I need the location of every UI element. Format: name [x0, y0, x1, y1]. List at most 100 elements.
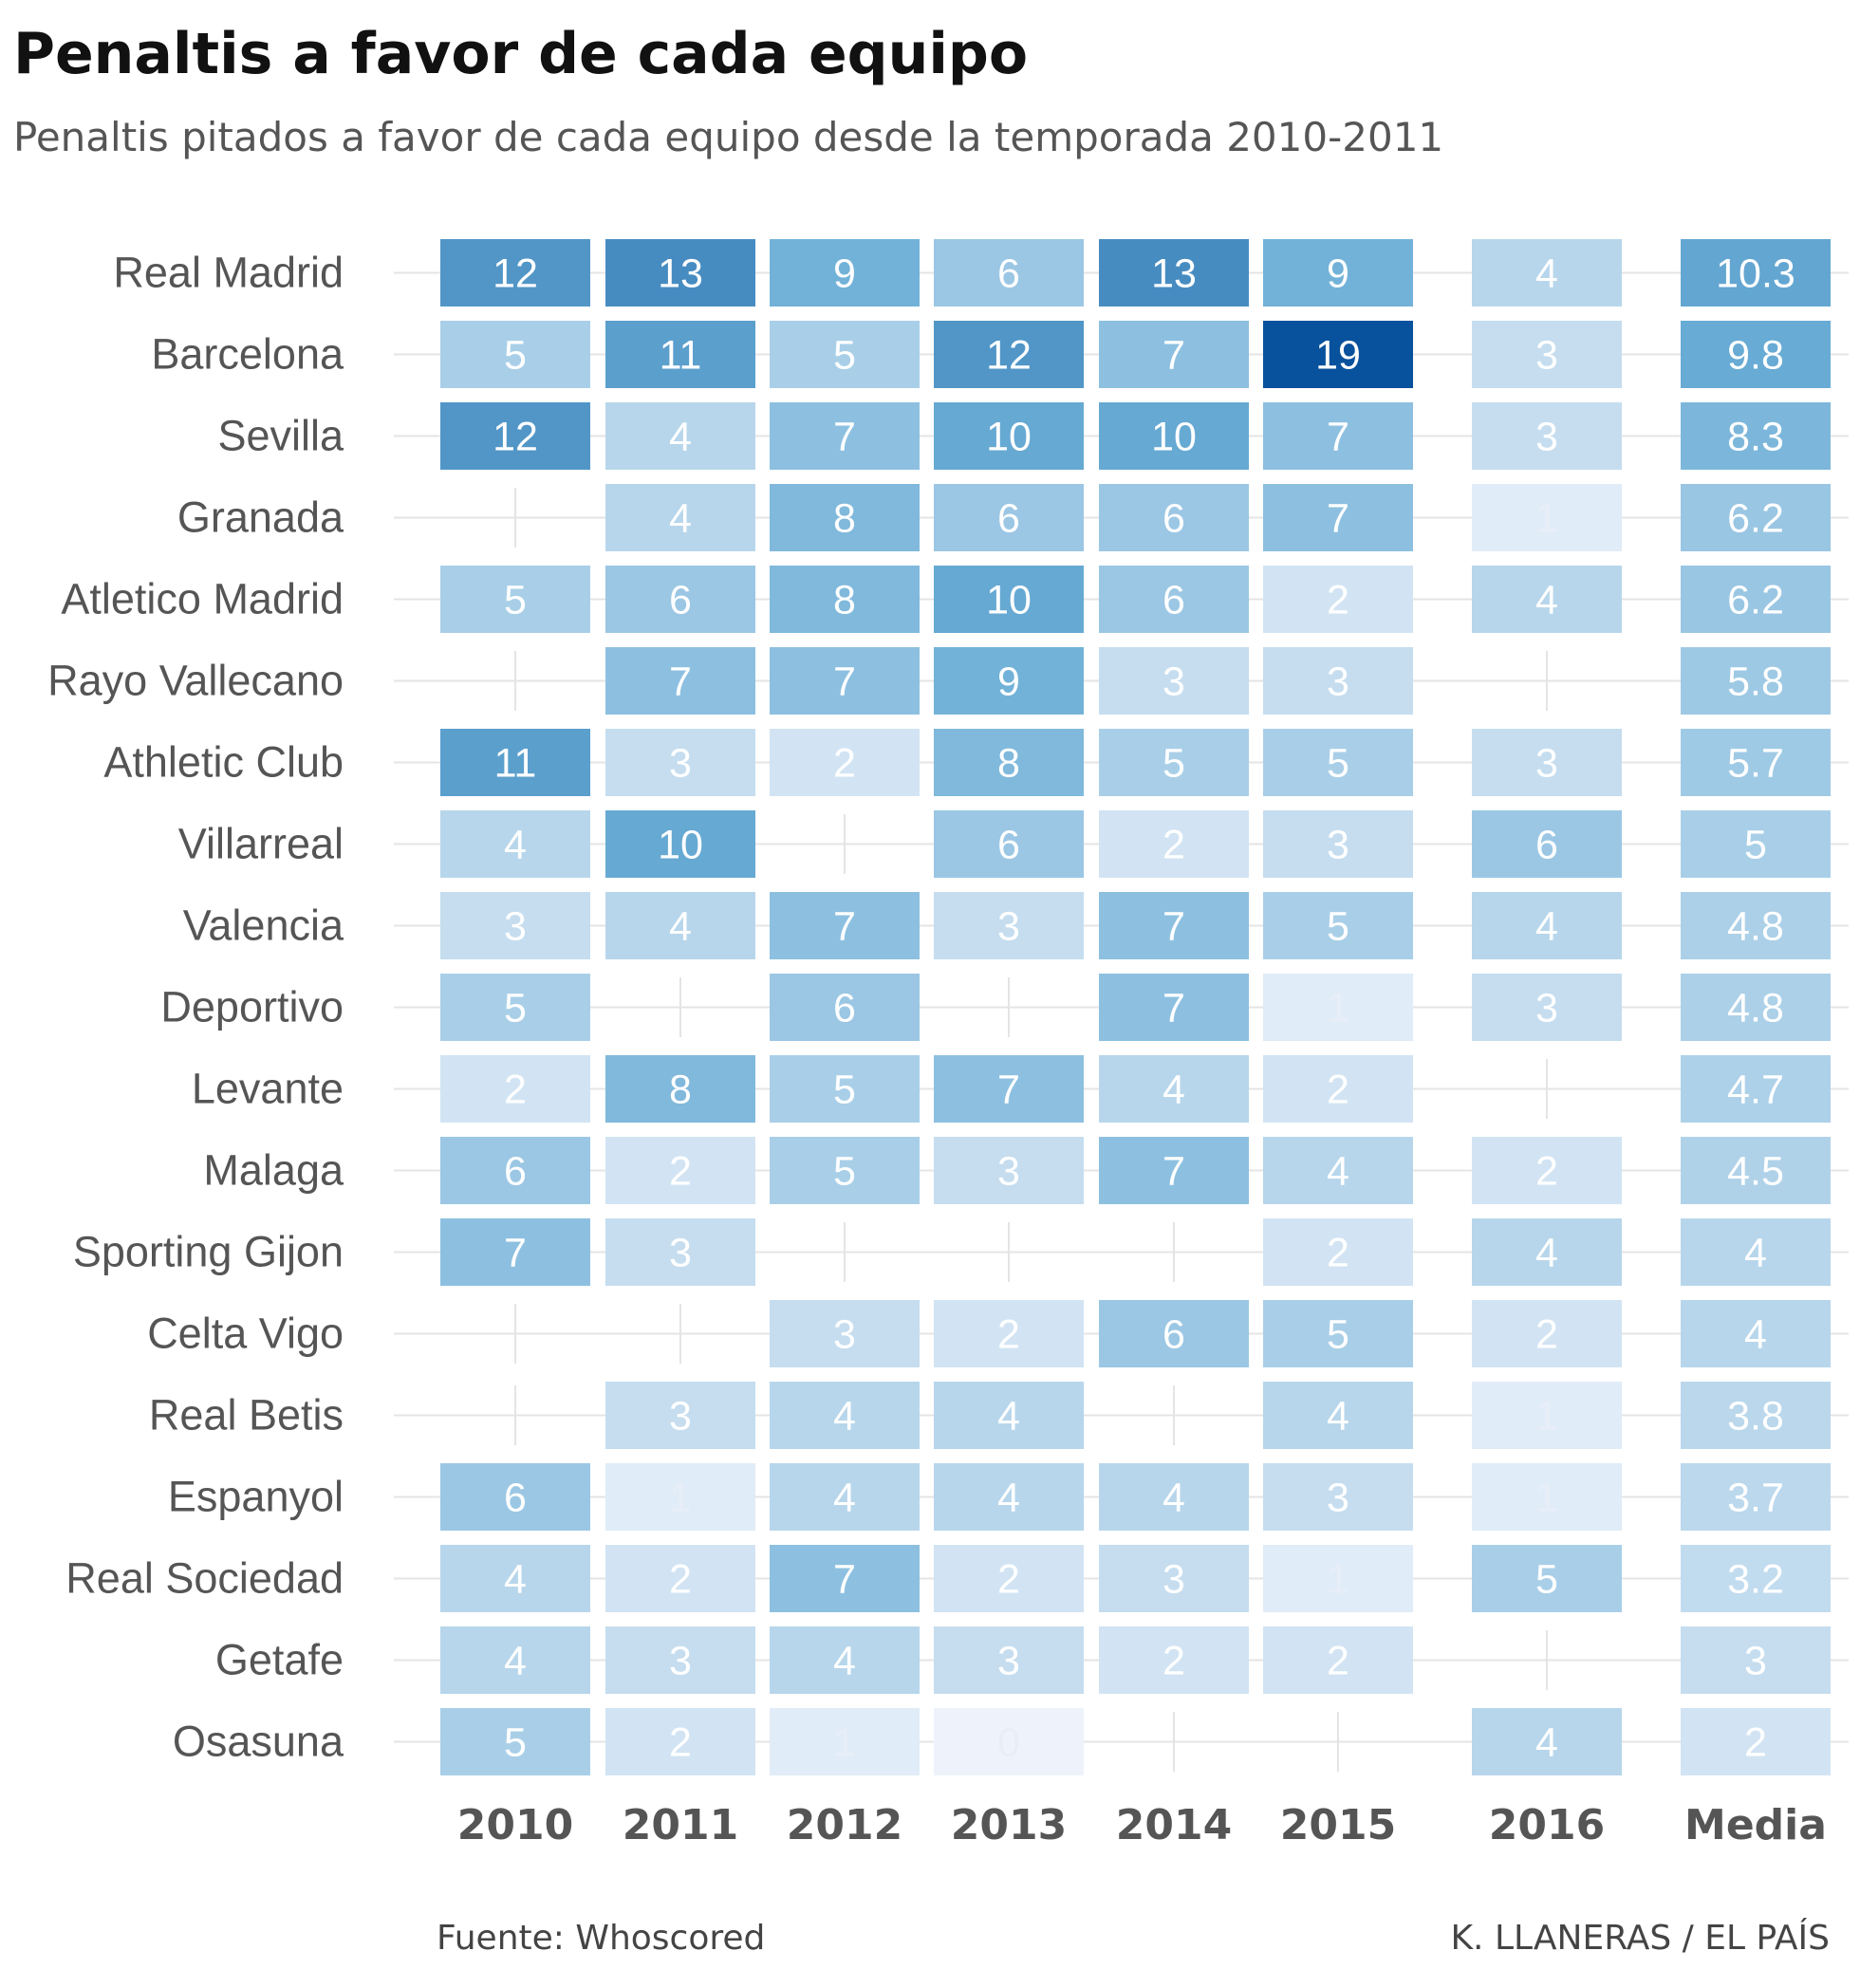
heatmap-cell: [1681, 729, 1831, 796]
row-label: Getafe: [215, 1636, 344, 1684]
heatmap-cell: [1472, 974, 1622, 1041]
cell-value-label: 2: [997, 1557, 1020, 1603]
column-label: 2011: [623, 1801, 738, 1849]
cell-value-label: 2: [669, 1720, 692, 1766]
heatmap-cell: [605, 1218, 755, 1286]
heatmap-cell: [605, 1626, 755, 1694]
cell-value-label: 5: [833, 1068, 856, 1113]
cell-value-label: 8: [669, 1068, 692, 1113]
heatmap-cell: [934, 1545, 1084, 1612]
cell-value-label: 2: [997, 1312, 1020, 1358]
cell-value-label: 7: [1162, 333, 1185, 379]
cell-value-label: 10.3: [1716, 251, 1795, 297]
heatmap-cell: [1472, 1463, 1622, 1531]
heatmap-cell: [1681, 1137, 1831, 1204]
cell-value-label: 10: [658, 823, 703, 868]
heatmap-cell: [770, 1137, 920, 1204]
row-label: Real Sociedad: [65, 1554, 344, 1603]
cell-value-label: 7: [1162, 986, 1185, 1031]
cell-value-label: 4.7: [1727, 1068, 1784, 1113]
heatmap-cell: [1472, 1545, 1622, 1612]
cell-value-label: 10: [1151, 415, 1197, 460]
heatmap-cell: [605, 892, 755, 959]
heatmap-cell: [1681, 810, 1831, 878]
cell-value-label: 3: [1744, 1639, 1767, 1684]
cell-value-label: 5: [504, 578, 527, 623]
cell-value-label: 3: [1162, 660, 1185, 705]
heatmap-cell: [1263, 1626, 1413, 1694]
heatmap-cell: [440, 1055, 590, 1123]
cell-value-label: 11: [494, 741, 537, 787]
heatmap-cell: [1263, 1463, 1413, 1531]
cell-value-label: 4.8: [1727, 904, 1784, 950]
heatmap-cell: [1681, 1545, 1831, 1612]
row-label: Athletic Club: [103, 738, 344, 787]
cell-value-label: 11: [660, 333, 702, 379]
cell-value-label: 7: [833, 904, 856, 950]
heatmap-cell: [1099, 1300, 1249, 1367]
cell-value-label: 6: [1535, 823, 1558, 868]
cell-value-label: 4: [833, 1476, 856, 1521]
cell-value-label: 4: [833, 1394, 856, 1440]
row-label: Granada: [177, 493, 344, 542]
heatmap-cell: [1263, 239, 1413, 307]
heatmap-cell: [1472, 484, 1622, 551]
heatmap-cell: [934, 810, 1084, 878]
axis-labels: Real Madrid Barcelona Sevilla Granada Atleti…: [47, 249, 1827, 1850]
cell-value-label: 8: [833, 496, 856, 542]
heatmap-cell: [1263, 647, 1413, 715]
heatmap-cell: [1263, 1300, 1413, 1367]
heatmap-cell: [770, 1545, 920, 1612]
cell-value-label: 10: [986, 415, 1032, 460]
heatmap-cell: [770, 239, 920, 307]
heatmap-cell: [440, 1545, 590, 1612]
row-label: Celta Vigo: [147, 1310, 344, 1358]
heatmap-cell: [1472, 729, 1622, 796]
heatmap-cell: [605, 1708, 755, 1775]
heatmap-cell: [440, 239, 590, 307]
heatmap-cell: [1099, 1545, 1249, 1612]
heatmap-cell: [1681, 892, 1831, 959]
heatmap-cell: [1681, 1055, 1831, 1123]
cell-value-label: 3: [1535, 741, 1558, 787]
cell-value-label: 3: [833, 1312, 856, 1358]
heatmap-cell: [1099, 1463, 1249, 1531]
cell-value-label: 5: [1327, 904, 1349, 950]
cell-value-label: 4.8: [1727, 986, 1784, 1031]
cell-value-label: 2: [1327, 1231, 1349, 1276]
heatmap-cell: [1681, 647, 1831, 715]
cell-value-label: 2: [1162, 1639, 1185, 1684]
cell-value-label: 2: [1535, 1149, 1558, 1195]
column-label: 2016: [1489, 1801, 1605, 1849]
chart-subtitle: Penaltis pitados a favor de cada equipo …: [13, 114, 1444, 160]
cell-value-label: 4.5: [1727, 1149, 1784, 1195]
heatmap-cell: [440, 892, 590, 959]
heatmap-cell: [605, 1382, 755, 1449]
cell-value-label: 3: [669, 1394, 692, 1440]
heatmap-cell: [1099, 647, 1249, 715]
cell-value-label: 5.7: [1727, 741, 1784, 787]
heatmap-cell: [934, 1300, 1084, 1367]
cell-value-label: 4: [669, 496, 692, 542]
cell-value-label: 1: [669, 1476, 692, 1521]
cell-value-label: 5: [1744, 823, 1767, 868]
cell-value-label: 12: [986, 333, 1032, 379]
cell-value-label: 3: [1535, 986, 1558, 1031]
cell-value-label: 4: [997, 1394, 1020, 1440]
heatmap-cell: [1099, 402, 1249, 470]
heatmap-cell: [440, 566, 590, 633]
heatmap-cell: [1472, 810, 1622, 878]
cell-value-label: 13: [658, 251, 703, 297]
row-label: Real Betis: [149, 1391, 344, 1440]
cell-value-label: 19: [1315, 333, 1361, 379]
heatmap-cell: [934, 1055, 1084, 1123]
heatmap-cell: [770, 1626, 920, 1694]
heatmap-cell: [1263, 1382, 1413, 1449]
column-label: 2013: [951, 1801, 1067, 1849]
cell-value-label: 3: [669, 741, 692, 787]
heatmap-cell: [770, 1300, 920, 1367]
heatmap-cell: [605, 810, 755, 878]
heatmap-cell: [1681, 1626, 1831, 1694]
cell-value-label: 6.2: [1727, 496, 1784, 542]
